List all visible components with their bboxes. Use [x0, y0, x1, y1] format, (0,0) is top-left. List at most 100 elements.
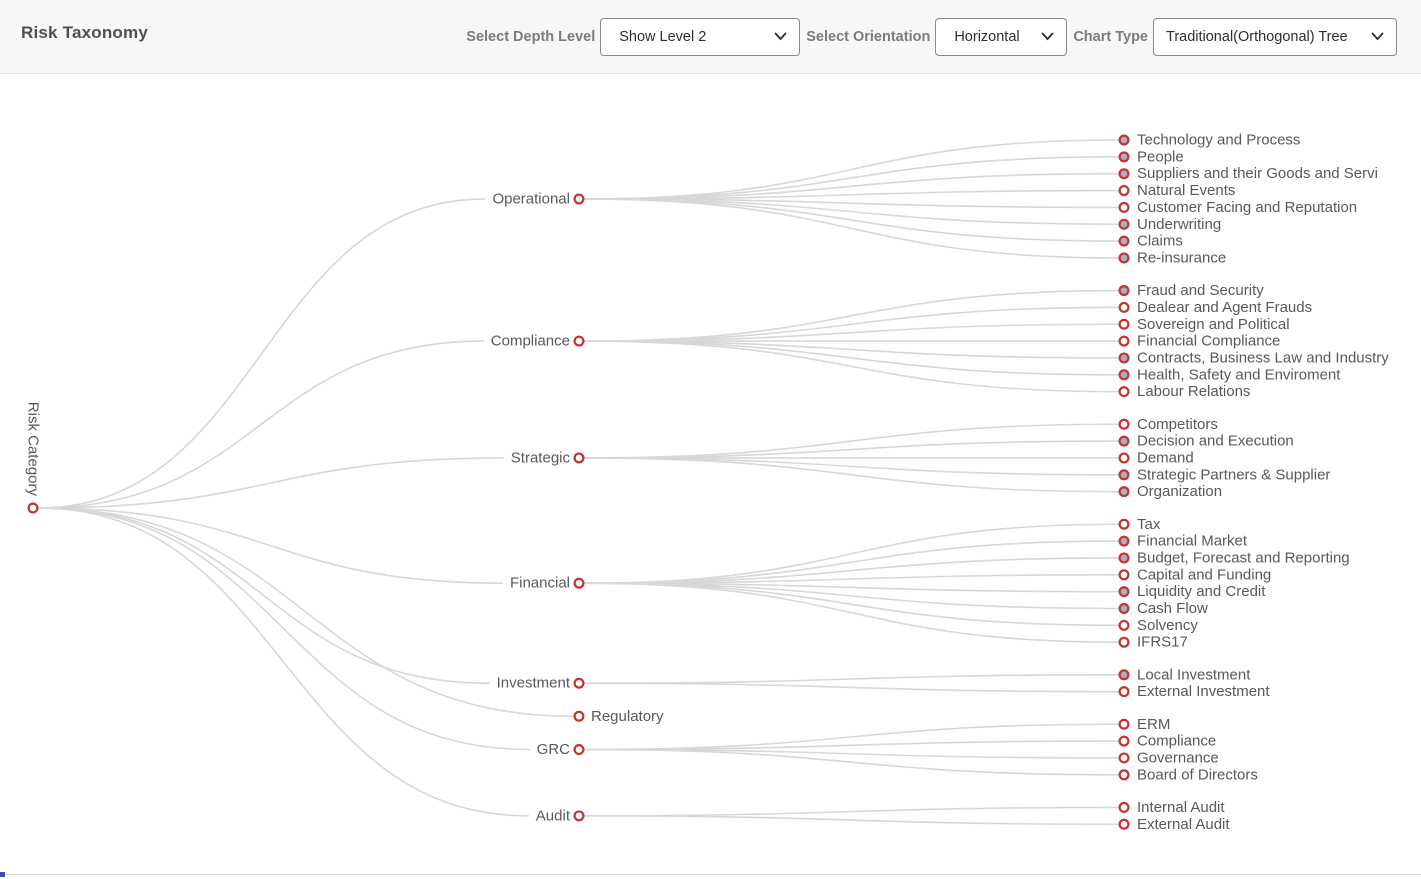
tree-node-regulatory[interactable] — [573, 710, 585, 722]
tree-node-strategic[interactable] — [573, 452, 585, 464]
tree-node-technology-and-process[interactable] — [1118, 134, 1130, 146]
tree-node-operational[interactable] — [573, 193, 585, 205]
tree-node-investment[interactable] — [573, 677, 585, 689]
tree-node-suppliers-and-their-goods-and-servi[interactable] — [1118, 168, 1130, 180]
tree-label-labour-relations: Labour Relations — [1137, 383, 1250, 400]
tree-label-customer-facing-and-reputation: Customer Facing and Reputation — [1137, 199, 1357, 216]
tree-label-audit: Audit — [536, 807, 571, 824]
tree-label-internal-audit: Internal Audit — [1137, 799, 1225, 816]
tree-edge — [37, 507, 529, 817]
tree-node-organization[interactable] — [1118, 486, 1130, 498]
tree-node-customer-facing-and-reputation[interactable] — [1118, 201, 1130, 213]
page-title: Risk Taxonomy — [21, 23, 148, 42]
orientation-select[interactable]: Horizontal — [935, 17, 1068, 56]
tree-node-re-insurance[interactable] — [1118, 252, 1130, 264]
tree-node-dealear-and-agent-frauds[interactable] — [1118, 301, 1130, 313]
scrollbar-thumb[interactable] — [0, 872, 5, 877]
tree-node-cash-flow[interactable] — [1118, 602, 1130, 614]
tree-node-tax[interactable] — [1118, 518, 1130, 530]
depth-level-label: Select Depth Level — [466, 28, 596, 45]
tree-node-financial-market[interactable] — [1118, 535, 1130, 547]
tree-node-fraud-and-security[interactable] — [1118, 285, 1130, 297]
tree-label-external-audit: External Audit — [1137, 816, 1230, 833]
tree-node-grc[interactable] — [573, 744, 585, 756]
tree-node-audit[interactable] — [573, 810, 585, 822]
tree-node-budget-forecast-and-reporting[interactable] — [1118, 552, 1130, 564]
toolbar-controls: Select Depth Level Show Level 2 Select O… — [460, 17, 1397, 56]
chart-type-label: Chart Type — [1073, 28, 1148, 45]
tree-node-compliance[interactable] — [1118, 735, 1130, 747]
tree-edge — [37, 507, 503, 585]
tree-node-internal-audit[interactable] — [1118, 801, 1130, 813]
tree-edge — [583, 682, 1120, 693]
tree-edge — [583, 198, 1120, 259]
tree-node-ifrs17[interactable] — [1118, 636, 1130, 648]
depth-level-select[interactable]: Show Level 2 — [600, 17, 801, 56]
tree-label-cash-flow: Cash Flow — [1137, 600, 1208, 617]
tree-node-competitors[interactable] — [1118, 418, 1130, 430]
tree-edge — [583, 582, 1120, 593]
tree-node-people[interactable] — [1118, 151, 1130, 163]
tree-edge — [37, 507, 530, 751]
tree-label-local-investment: Local Investment — [1137, 666, 1251, 683]
tree-node-labour-relations[interactable] — [1118, 386, 1130, 398]
tree-label-budget-forecast-and-reporting: Budget, Forecast and Reporting — [1137, 549, 1350, 566]
tree-edge — [583, 306, 1120, 342]
tree-label-ifrs17: IFRS17 — [1137, 634, 1188, 651]
tree-label-regulatory: Regulatory — [591, 708, 664, 725]
tree-node-strategic-partners-supplier[interactable] — [1118, 469, 1130, 481]
tree-label-dealear-and-agent-frauds: Dealear and Agent Frauds — [1137, 299, 1312, 316]
tree-label-compliance: Compliance — [1137, 733, 1216, 750]
tree-node-financial[interactable] — [573, 577, 585, 589]
tree-node-decision-and-execution[interactable] — [1118, 435, 1130, 447]
tree-label-suppliers-and-their-goods-and-servi: Suppliers and their Goods and Servi — [1137, 165, 1378, 182]
tree-node-demand[interactable] — [1118, 452, 1130, 464]
tree-node-risk-category[interactable] — [27, 502, 39, 514]
tree-node-erm[interactable] — [1118, 718, 1130, 730]
chart-type-value: Traditional(Orthogonal) Tree — [1166, 28, 1348, 45]
tree-node-solvency[interactable] — [1118, 619, 1130, 631]
tree-edge — [37, 198, 486, 509]
tree-node-underwriting[interactable] — [1118, 218, 1130, 230]
tree-edge — [583, 748, 1120, 776]
tree-edge — [583, 440, 1120, 459]
tree-edge — [583, 156, 1120, 200]
tree-node-compliance[interactable] — [573, 335, 585, 347]
tree-node-financial-compliance[interactable] — [1118, 335, 1130, 347]
tree-label-erm: ERM — [1137, 716, 1170, 733]
chart-type-select[interactable]: Traditional(Orthogonal) Tree — [1153, 17, 1397, 56]
tree-edge — [583, 423, 1120, 459]
tree-node-local-investment[interactable] — [1118, 669, 1130, 681]
tree-label-solvency: Solvency — [1137, 617, 1198, 634]
tree-node-capital-and-funding[interactable] — [1118, 569, 1130, 581]
tree-label-external-investment: External Investment — [1137, 683, 1270, 700]
tree-label-fraud-and-security: Fraud and Security — [1137, 282, 1264, 299]
tree-edge — [583, 189, 1120, 200]
tree-node-health-safety-and-enviroment[interactable] — [1118, 369, 1130, 381]
tree-label-re-insurance: Re-insurance — [1137, 249, 1226, 266]
tree-edge — [37, 340, 484, 509]
tree-edge — [583, 457, 1120, 493]
chevron-down-icon — [774, 32, 787, 41]
tree-label-board-of-directors: Board of Directors — [1137, 766, 1258, 783]
tree-label-strategic-partners-supplier: Strategic Partners & Supplier — [1137, 466, 1330, 483]
tree-node-natural-events[interactable] — [1118, 185, 1130, 197]
tree-edge — [583, 815, 1120, 826]
tree-label-liquidity-and-credit: Liquidity and Credit — [1137, 583, 1266, 600]
tree-node-claims[interactable] — [1118, 235, 1130, 247]
tree-node-contracts-business-law-and-industry[interactable] — [1118, 352, 1130, 364]
tree-label-competitors: Competitors — [1137, 416, 1218, 433]
tree-node-sovereign-and-political[interactable] — [1118, 318, 1130, 330]
tree-edge — [583, 340, 1120, 376]
tree-node-external-investment[interactable] — [1118, 686, 1130, 698]
tree-edge — [583, 198, 1120, 242]
tree-node-board-of-directors[interactable] — [1118, 769, 1130, 781]
tree-node-liquidity-and-credit[interactable] — [1118, 586, 1130, 598]
tree-label-investment: Investment — [497, 675, 571, 692]
tree-node-governance[interactable] — [1118, 752, 1130, 764]
tree-label-financial: Financial — [510, 575, 570, 592]
tree-root-label: Risk Category — [25, 402, 42, 497]
tree-node-external-audit[interactable] — [1118, 818, 1130, 830]
